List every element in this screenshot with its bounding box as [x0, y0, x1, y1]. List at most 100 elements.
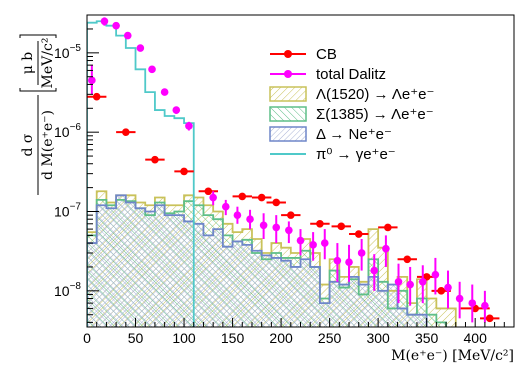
dalitz-point: [370, 254, 379, 291]
y-tick: 10−8: [54, 281, 99, 299]
x-tick: 400: [464, 318, 488, 346]
x-axis-label: M(e⁺e⁻) [MeV/c²]: [391, 348, 514, 364]
cb-point: [378, 223, 398, 232]
x-tick-label: 150: [221, 330, 245, 346]
dalitz-point: [481, 290, 489, 323]
cb-marker: [354, 230, 363, 238]
legend-label: Δ → Ne⁺e⁻: [316, 126, 392, 143]
legend-label: CB: [316, 46, 337, 63]
y-label-bracket-right: [19, 34, 57, 38]
y-label-bracket-left: [19, 88, 57, 92]
dalitz-point: [309, 232, 317, 261]
dalitz-point: [444, 270, 452, 309]
legend-entry-delta: Δ → Ne⁺e⁻: [269, 126, 392, 143]
cb-point: [331, 222, 351, 231]
dalitz-point: [160, 88, 169, 96]
cb-marker: [384, 223, 392, 232]
x-tick: 150: [221, 318, 245, 346]
y-tick: 10−7: [54, 202, 99, 220]
x-tick: 200: [269, 318, 293, 346]
dalitz-marker: [370, 266, 379, 275]
cb-point: [174, 167, 194, 176]
legend-swatch: [269, 126, 307, 142]
cb-marker: [204, 187, 213, 196]
cb-point: [281, 211, 301, 219]
cb-marker: [485, 314, 494, 323]
cb-marker: [180, 167, 188, 176]
dalitz-point: [88, 65, 96, 95]
cb-marker: [272, 198, 281, 207]
dalitz-point: [100, 17, 109, 26]
x-tick-label: 300: [366, 330, 390, 346]
dalitz-point: [246, 209, 254, 230]
dalitz-point: [406, 266, 414, 306]
cb-point: [145, 155, 165, 164]
dalitz-marker: [455, 294, 464, 303]
dalitz-marker: [160, 88, 169, 96]
cb-marker: [238, 192, 247, 201]
y-label-unit-numerator: μ b: [20, 52, 36, 75]
cb-marker: [92, 92, 101, 101]
cb-marker: [337, 222, 346, 231]
legend-marker: [284, 70, 292, 78]
dalitz-marker: [100, 17, 109, 26]
dalitz-point: [333, 243, 342, 282]
dalitz-marker: [112, 21, 120, 30]
dalitz-point: [172, 106, 181, 114]
x-tick-label: 400: [464, 330, 488, 346]
dalitz-marker: [285, 226, 293, 235]
legend-label: π⁰ → γe⁺e⁻: [316, 146, 396, 163]
legend: CB total Dalitz Λ(1520) → Λe⁺e⁻ Σ(1385) → Λ…: [269, 46, 434, 163]
x-tick-label: 200: [269, 330, 293, 346]
dalitz-marker: [136, 44, 145, 52]
legend-entry-sigma1385: Σ(1385) → Λe⁺e⁻: [269, 106, 434, 123]
cb-marker: [286, 211, 295, 219]
cb-point: [251, 193, 272, 202]
y-tick-label: 10−7: [54, 202, 81, 220]
x-tick-label: 350: [415, 330, 439, 346]
dalitz-marker: [481, 301, 489, 310]
dalitz-point: [272, 215, 281, 244]
legend-entry-cb: CB: [270, 46, 337, 63]
dalitz-marker: [357, 249, 366, 257]
dalitz-marker: [185, 122, 193, 130]
dalitz-point: [418, 265, 427, 304]
x-tick: 350: [415, 318, 439, 346]
dalitz-point: [320, 229, 329, 260]
dalitz-point: [148, 65, 156, 74]
dalitz-marker: [444, 283, 452, 292]
y-label-numerator: d σ: [20, 133, 36, 156]
dalitz-point: [296, 229, 305, 256]
x-tick: 250: [318, 318, 342, 346]
delta-outline: [87, 194, 428, 327]
dalitz-point: [431, 257, 440, 295]
sigma1385-outline: [87, 199, 447, 327]
dalitz-point: [382, 235, 390, 267]
dalitz-marker: [259, 221, 268, 230]
legend-entry-lambda1520: Λ(1520) → Λe⁺e⁻: [269, 86, 434, 103]
dalitz-marker: [394, 277, 403, 286]
cb-marker: [316, 219, 324, 228]
cb-point: [198, 187, 219, 196]
y-tick-label: 10−5: [54, 43, 81, 61]
dalitz-point: [259, 213, 268, 240]
dalitz-marker: [246, 215, 254, 223]
cb-point: [232, 192, 252, 201]
dalitz-point: [136, 44, 145, 52]
dalitz-marker: [209, 193, 217, 202]
cb-marker: [403, 255, 412, 264]
legend-label: Λ(1520) → Λe⁺e⁻: [316, 86, 434, 103]
cb-point: [266, 198, 286, 207]
dalitz-marker: [431, 270, 440, 279]
dalitz-point: [357, 239, 366, 271]
x-tick: 300: [366, 318, 390, 346]
y-label-unit-denominator: MeV/c²: [40, 38, 56, 89]
x-tick-label: 250: [318, 330, 342, 346]
legend-entry-dalitz: total Dalitz: [270, 66, 386, 83]
dalitz-point: [394, 263, 403, 304]
x-tick-label: 50: [128, 330, 144, 346]
cb-marker: [122, 128, 130, 136]
y-label-denominator: d M(e⁺e⁻): [40, 110, 56, 180]
y-tick-label: 10−6: [54, 122, 81, 140]
